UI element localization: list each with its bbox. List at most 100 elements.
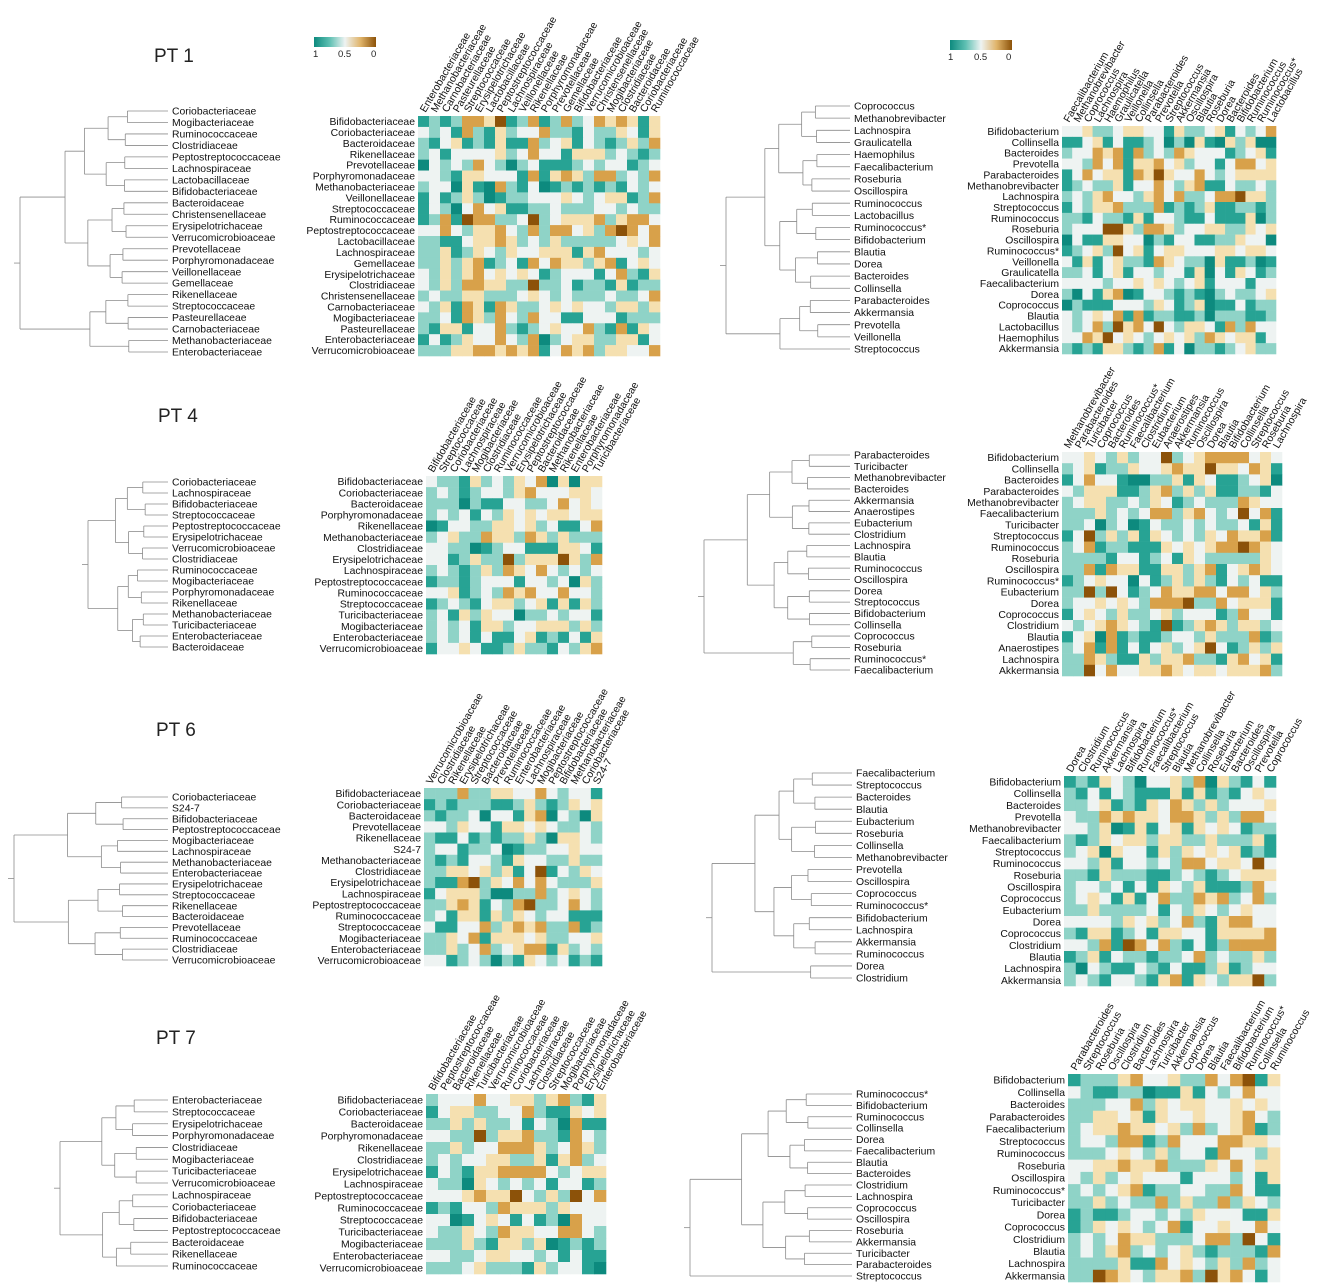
heatmap-cell <box>426 1238 439 1251</box>
heatmap-cell <box>561 236 573 248</box>
dendrogram-leaf-label: Blautia <box>854 247 886 258</box>
heatmap-cell <box>1225 169 1236 181</box>
heatmap-cell <box>1106 620 1118 632</box>
heatmap-cell <box>510 1106 523 1119</box>
heatmap-cell <box>594 1178 607 1191</box>
heatmap-cell <box>1064 811 1077 823</box>
heatmap-cell <box>490 832 503 844</box>
heatmap-cell <box>594 312 606 324</box>
heatmap-cell <box>1204 202 1216 214</box>
heatmap-cell <box>492 542 504 555</box>
heatmap-row-label: Bacteroidaceae <box>343 139 415 150</box>
heatmap-cell <box>426 520 438 532</box>
dendrogram-leaf-label: Methanobacteriaceae <box>172 610 272 621</box>
heatmap-cell <box>1161 552 1173 565</box>
dendrogram-leaf-label: Streptococcus <box>856 781 922 792</box>
heatmap-cell <box>569 565 581 577</box>
heatmap-cell <box>616 148 628 160</box>
heatmap-cell <box>1242 1245 1256 1258</box>
heatmap-cell <box>418 290 430 302</box>
heatmap-cell <box>1238 620 1250 632</box>
heatmap-cell <box>1062 485 1074 498</box>
heatmap-cell <box>1128 541 1140 554</box>
heatmap-cell <box>557 954 569 967</box>
heatmap-cell <box>524 899 536 911</box>
dendrogram-leaf-label: Bacteroidaceae <box>172 198 244 209</box>
heatmap-cell <box>1260 586 1272 598</box>
heatmap-cell <box>1216 541 1228 554</box>
heatmap-cell <box>1072 126 1083 138</box>
heatmap-cell <box>1155 1245 1169 1258</box>
heatmap-cell <box>1122 776 1135 788</box>
heatmap-cell <box>1163 234 1175 246</box>
heatmap-cell <box>1216 642 1228 654</box>
heatmap-cell <box>1193 799 1206 812</box>
heatmap-cell <box>1255 147 1267 159</box>
heatmap-cell <box>1092 1233 1106 1246</box>
heatmap-cell <box>514 598 526 610</box>
heatmap-cell <box>1072 136 1083 149</box>
heatmap-cell <box>561 268 573 280</box>
heatmap-cell <box>1073 620 1085 632</box>
heatmap-cell <box>510 1250 523 1263</box>
heatmap-cell <box>1062 147 1073 159</box>
heatmap-cell <box>570 1250 583 1263</box>
heatmap-cell <box>627 192 639 204</box>
heatmap-cell <box>1167 1159 1181 1173</box>
heatmap-cell <box>1214 202 1226 214</box>
heatmap-cell <box>495 192 507 204</box>
heatmap-cell <box>1217 834 1230 847</box>
heatmap-cell <box>547 509 559 521</box>
heatmap-cell <box>1084 608 1096 621</box>
heatmap-cell <box>501 899 514 911</box>
heatmap-cell <box>1111 834 1124 847</box>
heatmap-cell <box>536 487 548 499</box>
heatmap-cell <box>1264 869 1277 882</box>
heatmap-cell <box>1142 1257 1156 1271</box>
heatmap-cell <box>1146 846 1159 858</box>
heatmap-cell <box>572 137 584 150</box>
heatmap-row-label: Collinsella <box>1018 1088 1066 1099</box>
heatmap-cell <box>1092 180 1104 192</box>
heatmap-cell <box>1245 169 1256 181</box>
heatmap-cell <box>536 565 548 577</box>
heatmap-row-label: Erysipelotrichaceae <box>330 878 421 889</box>
heatmap-cell <box>1142 1245 1156 1258</box>
heatmap-cell <box>470 576 482 588</box>
heatmap-cell <box>1133 234 1144 246</box>
dendrogram-leaf-label: Blautia <box>856 805 888 816</box>
heatmap-cell <box>1265 288 1277 301</box>
heatmap-row-label: Mogibacteriaceae <box>341 1240 423 1251</box>
heatmap-cell <box>1230 1245 1243 1258</box>
heatmap-cell <box>1205 1086 1218 1099</box>
heatmap-cell <box>501 954 514 967</box>
heatmap-cell <box>1205 642 1217 654</box>
heatmap-cell <box>1264 904 1277 917</box>
heatmap-cell <box>429 236 441 248</box>
heatmap-cell <box>1080 1208 1094 1222</box>
heatmap-cell <box>498 1118 511 1131</box>
heatmap-cell <box>506 192 518 204</box>
heatmap-cell <box>481 487 493 499</box>
heatmap-cell <box>1183 575 1195 587</box>
legend-tick-low: 0 <box>1006 52 1011 63</box>
heatmap-cell <box>1095 530 1107 542</box>
heatmap-row-label: Parabacteroides <box>983 487 1059 498</box>
heatmap-cell <box>1161 496 1173 509</box>
heatmap-cell <box>638 290 650 302</box>
heatmap-cell <box>1117 642 1129 654</box>
heatmap-cell <box>1099 974 1112 987</box>
heatmap-cell <box>1095 552 1107 565</box>
heatmap-cell <box>503 542 515 555</box>
heatmap-row-label: Veillonellaceae <box>346 193 416 204</box>
heatmap-cell <box>1225 223 1236 235</box>
heatmap-cell <box>1073 452 1085 464</box>
heatmap-cell <box>1205 496 1217 509</box>
heatmap-cell <box>528 345 540 357</box>
heatmap-cell <box>474 1262 487 1275</box>
heatmap-row-label: Bacteroidaceae <box>351 499 423 510</box>
heatmap-cell <box>1204 212 1216 225</box>
dendrogram-leaf-label: Clostridium <box>856 1181 908 1192</box>
heatmap-cell <box>435 788 447 800</box>
heatmap-cell <box>1106 496 1118 509</box>
